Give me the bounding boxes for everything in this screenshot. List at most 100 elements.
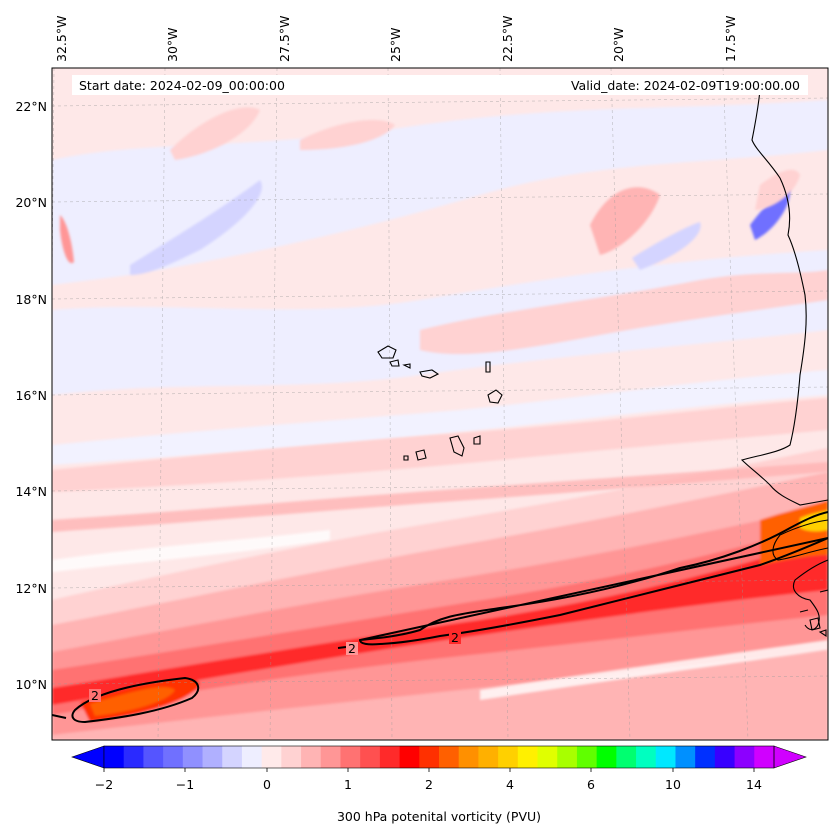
colorbar-cell [596, 746, 617, 768]
colorbar-cells [104, 746, 775, 768]
colorbar-cell [439, 746, 460, 768]
colorbar-title: 300 hPa potenital vorticity (PVU) [337, 809, 541, 824]
lat-label-14n: 14°N [15, 484, 47, 499]
colorbar-cell [517, 746, 539, 768]
colorbar-cell [241, 746, 263, 768]
colorbar-under-arrow [71, 745, 105, 769]
colorbar-cell [419, 746, 440, 768]
lat-label-16n: 16°N [15, 388, 47, 403]
lon-label-20w: 20°W [611, 27, 626, 62]
contour-label-west: 2 [91, 688, 99, 703]
lon-label-30w: 30°W [165, 27, 180, 62]
island-fogo [415, 449, 427, 461]
lon-label-22-5w: 22.5°W [500, 16, 515, 62]
colorbar-ticks [103, 768, 755, 772]
guinea-bissau-coast [792, 559, 828, 631]
colorbar-cell [498, 746, 519, 768]
lat-label-18n: 18°N [15, 292, 47, 307]
island-santa-luzia [402, 363, 411, 369]
colorbar-cell [123, 746, 144, 768]
lon-label-25w: 25°W [388, 27, 403, 62]
lat-label-20n: 20°N [15, 195, 47, 210]
lon-label-27-5w: 27.5°W [277, 16, 292, 62]
colorbar-cell [261, 746, 282, 768]
colorbar-cell [360, 746, 381, 768]
colorbar-tick-6: 6 [587, 777, 595, 792]
colorbar-tick-1: 1 [344, 777, 352, 792]
longitude-labels: 32.5°W 30°W 27.5°W 25°W 22.5°W 20°W 17.5… [54, 16, 738, 62]
colorbar-tick-14: 14 [746, 777, 762, 792]
island-sao-nicolau [419, 369, 440, 379]
island-boa-vista [487, 389, 503, 404]
lon-label-17-5w: 17.5°W [723, 16, 738, 62]
colorbar-cell [202, 746, 223, 768]
colorbar-cell [576, 746, 598, 768]
start-date-text: Start date: 2024-02-09_00:00:00 [79, 78, 285, 93]
graticule [52, 68, 828, 740]
colorbar-cell [537, 746, 558, 768]
colorbar-cell [655, 746, 676, 768]
colorbar-tick-neg1: −1 [176, 777, 194, 792]
map-area: 2 2 2 Start date: 2024-02-09_00:00:00 Va… [52, 68, 828, 740]
colorbar-cell [695, 746, 716, 768]
contour-label-main: 2 [451, 630, 459, 645]
secondary-streaks [52, 462, 828, 700]
colorbar-tick-2: 2 [425, 777, 433, 792]
colorbar-cell [636, 746, 657, 768]
colorbar-over-arrow [773, 745, 807, 769]
colorbar-frame [103, 745, 775, 769]
pv-2-contours [52, 511, 828, 724]
contour-label-short: 2 [348, 641, 356, 656]
valid-date-text: Valid_date: 2024-02-09T19:00:00.00 [571, 78, 800, 93]
island-brava [403, 455, 409, 461]
contour-2pvu-short [337, 646, 347, 649]
island-maio [473, 435, 481, 445]
light-pv-streaks [52, 107, 828, 492]
island-sao-vicente [389, 359, 400, 367]
cape-verde-islands [377, 345, 503, 461]
bijagos-islands [809, 617, 827, 638]
contour-labels: 2 2 2 [89, 630, 461, 703]
colorbar-cell [143, 746, 164, 768]
colorbar-cell [458, 746, 479, 768]
colorbar-tick-4: 4 [506, 777, 514, 792]
colorbar-cell [281, 746, 302, 768]
latitude-labels: 22°N 20°N 18°N 16°N 14°N 12°N 10°N [15, 99, 47, 692]
colorbar-cell [478, 746, 499, 768]
colorbar-cell [340, 746, 361, 768]
lat-label-12n: 12°N [15, 581, 47, 596]
colorbar-cell [222, 746, 243, 768]
colorbar-cell [714, 746, 736, 768]
colorbar-cell [379, 746, 401, 768]
contour-2pvu-main [358, 511, 828, 646]
colorbar-cell [754, 746, 775, 768]
colorbar-cell [163, 746, 184, 768]
colorbar-tick-neg2: −2 [95, 777, 113, 792]
island-santo-antao [377, 345, 397, 359]
colorbar-cell [675, 746, 696, 768]
colorbar-cell [104, 746, 125, 768]
africa-coastline [740, 89, 828, 506]
island-santiago [449, 435, 465, 457]
colorbar-tick-10: 10 [665, 777, 681, 792]
colorbar-cell [734, 746, 755, 768]
colorbar-cell [399, 746, 420, 768]
lat-label-10n: 10°N [15, 677, 47, 692]
pv-streamer-band [52, 448, 828, 740]
lon-label-32-5w: 32.5°W [54, 16, 69, 62]
island-sal [485, 361, 491, 373]
colorbar-tick-0: 0 [263, 777, 271, 792]
low-pv-regions [52, 100, 828, 674]
colorbar-cell [320, 746, 341, 768]
date-header: Start date: 2024-02-09_00:00:00 Valid_da… [72, 75, 808, 95]
lat-label-22n: 22°N [15, 99, 47, 114]
map-border [51, 67, 829, 741]
contour-2pvu-west-cell [71, 676, 200, 724]
colorbar: −2 −1 0 1 2 4 6 10 14 300 hPa potenital … [71, 745, 807, 824]
colorbar-cell [301, 746, 322, 768]
colorbar-cell [557, 746, 578, 768]
colorbar-cell [182, 746, 204, 768]
contour-2pvu-edge [52, 714, 67, 719]
colorbar-cell [616, 746, 637, 768]
